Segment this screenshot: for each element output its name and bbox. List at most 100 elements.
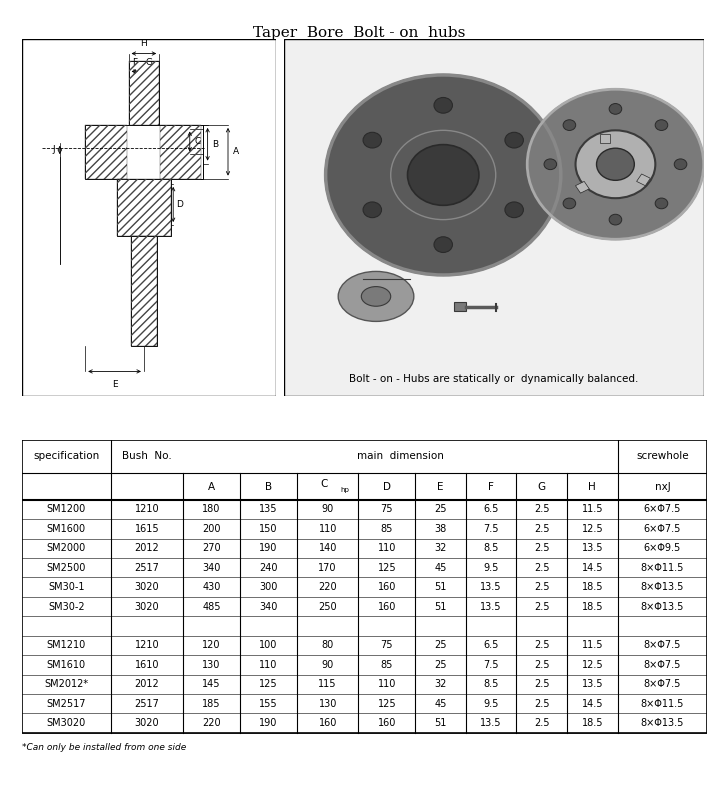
Text: 6×Φ7.5: 6×Φ7.5: [644, 505, 681, 514]
Text: 25: 25: [434, 505, 447, 514]
Text: 115: 115: [319, 679, 337, 689]
Text: C: C: [320, 479, 328, 489]
Text: main  dimension: main dimension: [357, 451, 444, 462]
Text: 51: 51: [434, 582, 447, 592]
Bar: [85, 125, 127, 178]
Text: 8×Φ13.5: 8×Φ13.5: [640, 582, 684, 592]
Text: 51: 51: [434, 718, 447, 728]
Text: SM2517: SM2517: [47, 699, 86, 709]
Text: 6×Φ7.5: 6×Φ7.5: [644, 524, 681, 534]
Text: 110: 110: [378, 679, 396, 689]
Text: 1210: 1210: [135, 505, 159, 514]
Text: B: B: [213, 140, 218, 149]
Text: 85: 85: [381, 660, 393, 670]
Text: 6.5: 6.5: [483, 641, 499, 651]
Text: D: D: [383, 481, 391, 491]
Text: 13.5: 13.5: [582, 679, 603, 689]
Text: 2.5: 2.5: [534, 699, 549, 709]
Text: 140: 140: [319, 543, 337, 553]
Text: 75: 75: [381, 641, 393, 651]
Text: 25: 25: [434, 641, 447, 651]
Text: F: F: [488, 481, 494, 491]
Text: 3020: 3020: [135, 601, 159, 612]
Text: 100: 100: [259, 641, 278, 651]
Text: F: F: [132, 58, 137, 67]
Text: 220: 220: [318, 582, 337, 592]
Circle shape: [505, 133, 523, 148]
Text: screwhole: screwhole: [636, 451, 689, 462]
Text: 2.5: 2.5: [534, 660, 549, 670]
Circle shape: [363, 202, 381, 217]
Text: 11.5: 11.5: [582, 641, 603, 651]
Text: 250: 250: [318, 601, 337, 612]
Text: 155: 155: [259, 699, 278, 709]
Text: 2.5: 2.5: [534, 563, 549, 573]
Circle shape: [544, 159, 556, 170]
Text: 32: 32: [434, 543, 447, 553]
Text: 8×Φ13.5: 8×Φ13.5: [640, 718, 684, 728]
Text: 80: 80: [322, 641, 334, 651]
Text: 75: 75: [381, 505, 393, 514]
Text: B: B: [265, 481, 272, 491]
Circle shape: [674, 159, 687, 170]
Text: 2.5: 2.5: [534, 543, 549, 553]
Text: 8×Φ11.5: 8×Φ11.5: [640, 699, 684, 709]
Bar: [129, 60, 159, 125]
Text: H: H: [588, 481, 596, 491]
Text: 18.5: 18.5: [582, 718, 603, 728]
Text: 125: 125: [378, 563, 396, 573]
Bar: [160, 125, 201, 178]
Text: 8×Φ7.5: 8×Φ7.5: [644, 679, 681, 689]
Circle shape: [408, 144, 479, 206]
Text: 125: 125: [259, 679, 278, 689]
Text: 340: 340: [202, 563, 220, 573]
Text: 8×Φ7.5: 8×Φ7.5: [644, 660, 681, 670]
Text: 160: 160: [319, 718, 337, 728]
Text: 1210: 1210: [135, 641, 159, 651]
Text: 85: 85: [381, 524, 393, 534]
Text: 300: 300: [259, 582, 278, 592]
Text: H: H: [141, 39, 147, 48]
Text: 2517: 2517: [135, 699, 159, 709]
Text: 2517: 2517: [135, 563, 159, 573]
Bar: [85, 125, 202, 178]
Ellipse shape: [338, 272, 414, 321]
Text: 38: 38: [434, 524, 447, 534]
Text: 110: 110: [378, 543, 396, 553]
Text: 130: 130: [202, 660, 220, 670]
Text: SM1610: SM1610: [47, 660, 86, 670]
Text: 110: 110: [259, 660, 278, 670]
Text: 18.5: 18.5: [582, 582, 603, 592]
Text: SM30-1: SM30-1: [48, 582, 85, 592]
Text: 120: 120: [202, 641, 220, 651]
Text: 9.5: 9.5: [483, 699, 499, 709]
Bar: [600, 134, 610, 143]
Text: 6.5: 6.5: [483, 505, 499, 514]
Text: 160: 160: [378, 582, 396, 592]
Text: 240: 240: [259, 563, 278, 573]
Text: 125: 125: [378, 699, 396, 709]
Circle shape: [609, 214, 622, 225]
Text: 6×Φ9.5: 6×Φ9.5: [644, 543, 681, 553]
Circle shape: [326, 75, 561, 275]
Text: 13.5: 13.5: [480, 582, 502, 592]
Text: A: A: [233, 148, 238, 156]
Text: 32: 32: [434, 679, 447, 689]
Text: 2.5: 2.5: [534, 679, 549, 689]
Text: 430: 430: [202, 582, 220, 592]
Text: 2.5: 2.5: [534, 718, 549, 728]
Text: 2.5: 2.5: [534, 524, 549, 534]
Text: 18.5: 18.5: [582, 601, 603, 612]
Text: 90: 90: [322, 505, 334, 514]
Text: 2.5: 2.5: [534, 505, 549, 514]
Text: 8.5: 8.5: [483, 543, 499, 553]
Text: 270: 270: [202, 543, 221, 553]
Circle shape: [563, 120, 576, 130]
Bar: [454, 302, 466, 312]
Text: Bolt - on - Hubs are statically or  dynamically balanced.: Bolt - on - Hubs are statically or dynam…: [349, 374, 638, 384]
Text: C: C: [195, 137, 200, 146]
Text: 160: 160: [378, 601, 396, 612]
Text: E: E: [437, 481, 444, 491]
Text: J: J: [52, 145, 55, 155]
Text: SM1600: SM1600: [47, 524, 86, 534]
